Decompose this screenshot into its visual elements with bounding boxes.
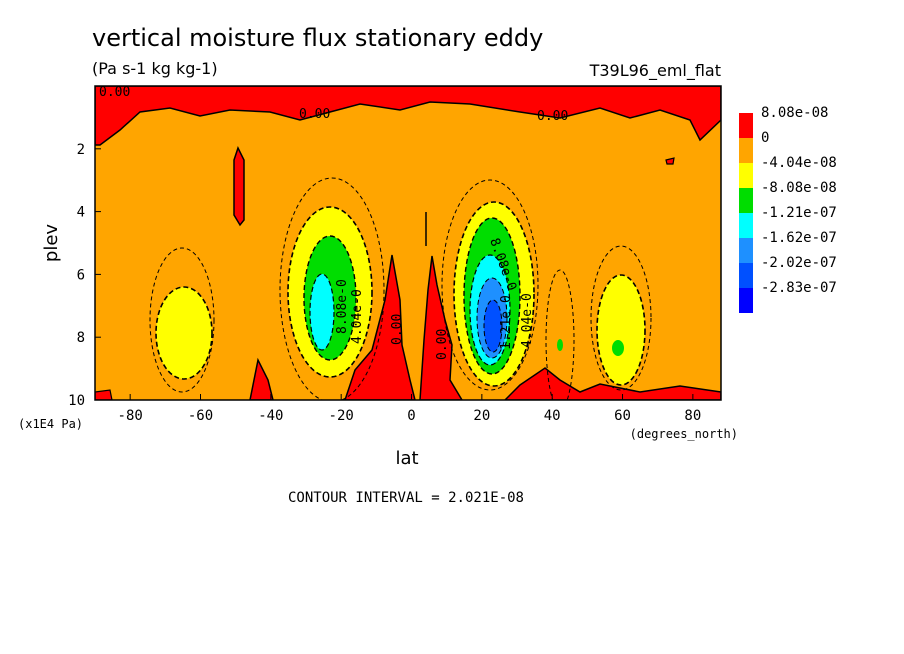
contour-interval: CONTOUR INTERVAL = 2.021E-08 [288,490,524,506]
contour-sh-outer [149,247,215,393]
legend-swatch [739,213,753,238]
x-tick-label: -20 [329,408,354,424]
contour-label-4: 0.00 [435,329,450,360]
y-axis: 2 4 6 8 10 [68,142,101,409]
green-spot-north [557,339,563,351]
contour-label-2: 0.00 [537,109,568,124]
chart-subtitle: (Pa s-1 kg kg-1) [92,59,218,78]
x-tick-label: 80 [684,408,701,424]
positive-region-south-column [233,146,245,227]
legend-swatch [739,288,753,313]
x-tick-label: 40 [544,408,561,424]
contour-small-north [545,269,575,400]
contour-label-6: 4.04e-0 [350,289,365,344]
contour-nh-outer [590,245,652,391]
x-tick-label: -80 [118,408,143,424]
x-tick-label: -40 [258,408,283,424]
x-axis-label: lat [395,448,418,469]
yellow-lobe-north-high [596,274,646,386]
legend-swatch [739,163,753,188]
y-tick-label: 10 [68,393,85,409]
legend-label: -8.08e-08 [761,180,837,196]
plot-frame [94,85,722,401]
positive-region-equator-right [419,255,463,400]
legend-label: -2.83e-07 [761,280,837,296]
positive-region-equator-lower [344,254,416,400]
legend-swatch [739,188,753,213]
contour-label-8: 1.21e-0 [499,295,514,350]
positive-region-south-floor [249,357,274,400]
contour-label-0: 0.00 [99,85,130,100]
cyan-core-south [309,273,335,351]
positive-region-top [95,86,721,146]
x-axis: -80 -60 -40 -20 0 20 40 60 80 [118,394,701,424]
legend-swatch [739,238,753,263]
contour-s-outer [279,177,385,400]
legend-label: -2.02e-07 [761,255,837,271]
x-tick-label: 20 [473,408,490,424]
contour-n-outer [441,179,539,391]
y-tick-label: 8 [77,330,85,346]
legend-swatch [739,138,753,163]
y-tick-label: 4 [77,205,85,221]
positive-region-ne-dot [665,157,675,165]
contour-label-1: 0.00 [299,107,330,122]
plot-field [95,86,721,400]
chart-title: vertical moisture flux stationary eddy [92,24,543,52]
color-legend: 8.08e-08 0 -4.04e-08 -8.08e-08 -1.21e-07 -1.6… [739,105,837,313]
x-tick-label: 60 [614,408,631,424]
x-tick-label: -60 [188,408,213,424]
legend-swatch [739,113,753,138]
contour-label-3: 0.00 [390,314,405,345]
positive-region-sw-floor [95,389,113,400]
x-units: (degrees_north) [630,427,738,441]
contour-label-9: 4.04e-0 [520,293,535,348]
legend-label: 0 [761,130,769,146]
positive-region-north-floor [503,367,721,400]
y-units: (x1E4 Pa) [18,417,83,431]
green-spot-north-high [612,340,624,356]
yellow-lobe-south-high [155,286,213,380]
legend-label: -1.62e-07 [761,230,837,246]
y-tick-label: 6 [77,267,85,283]
legend-swatch [739,263,753,288]
y-tick-label: 2 [77,142,85,158]
legend-label: 8.08e-08 [761,105,828,121]
darkblue-core-north [483,299,503,353]
y-axis-label: plev [41,224,62,263]
contour-label-5: 8.08e-0 [335,279,350,334]
legend-label: -4.04e-08 [761,155,837,171]
x-tick-label: 0 [407,408,415,424]
run-label: T39L96_eml_flat [589,61,721,81]
legend-label: -1.21e-07 [761,205,837,221]
